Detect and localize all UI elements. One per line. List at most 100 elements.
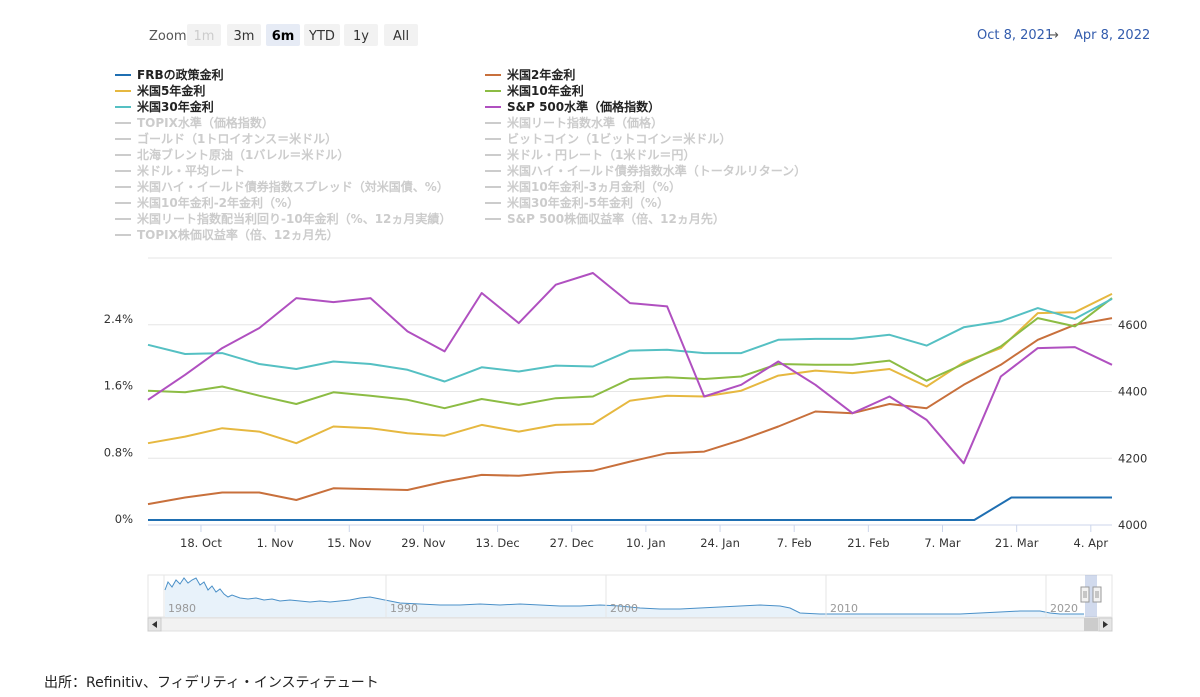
legend-label: 米国10年金利: [507, 83, 584, 98]
legend-label: 米国ハイ・イールド債券指数水準（トータルリターン）: [507, 163, 806, 178]
legend-label: 米国10年金利-2年金利（%）: [137, 195, 299, 210]
legend-item[interactable]: 米ドル・平均レート: [115, 163, 245, 178]
x-tick-label: 27. Dec: [550, 536, 594, 550]
navigator-selection[interactable]: [1085, 575, 1097, 617]
zoom-button-label: 1m: [194, 29, 215, 44]
legend-label: ゴールド（1トロイオンス＝米ドル）: [137, 131, 337, 146]
legend-item[interactable]: 米国リート指数配当利回り-10年金利（%、12ヵ月実績）: [115, 211, 451, 226]
x-tick-label: 21. Feb: [847, 536, 889, 550]
legend-item[interactable]: 米国10年金利: [485, 83, 584, 98]
zoom-button-bg: [266, 24, 300, 46]
navigator-year-label: 1990: [390, 602, 418, 615]
navigator-handle[interactable]: [1080, 586, 1090, 603]
handle-body: [1092, 586, 1102, 603]
x-tick-label: 21. Mar: [995, 536, 1039, 550]
legend-item[interactable]: S&P 500水準（価格指数）: [485, 99, 660, 114]
legend-label: 米国リート指数水準（価格）: [507, 115, 663, 130]
navigator-year-label: 2000: [610, 602, 638, 615]
scrollbar-track: [147, 617, 1113, 632]
series-line-1[interactable]: [147, 317, 1113, 506]
series-line-5[interactable]: [147, 272, 1113, 465]
zoom-button-label: 3m: [234, 29, 255, 44]
zoom-button-3m[interactable]: 3m: [227, 24, 261, 46]
navigator-year-label: 1980: [168, 602, 196, 615]
legend-item[interactable]: 米国30年金利: [115, 99, 214, 114]
chevron-left-icon: [152, 621, 157, 628]
zoom-button-label: 1y: [353, 29, 369, 44]
legend-item[interactable]: 米国ハイ・イールド債券指数スプレッド（対米国債、%）: [115, 179, 449, 194]
series-line-3[interactable]: [147, 297, 1113, 410]
zoom-button-bg: [344, 24, 378, 46]
legend-item[interactable]: 米国2年金利: [485, 67, 575, 82]
range-arrow: →: [1048, 28, 1059, 43]
legend-label: 米国リート指数配当利回り-10年金利（%、12ヵ月実績）: [137, 211, 451, 226]
legend-item[interactable]: ビットコイン（1ビットコイン＝米ドル）: [485, 131, 731, 146]
chevron-right-icon: [1103, 621, 1108, 628]
handle-body: [1080, 586, 1090, 603]
navigator-scrollbar[interactable]: [147, 617, 1113, 632]
legend-item[interactable]: S&P 500株価収益率（倍、12ヵ月先）: [485, 211, 725, 226]
legend-label: FRBの政策金利: [137, 67, 224, 82]
range-to[interactable]: Apr 8, 2022: [1074, 28, 1150, 43]
scroll-right-button[interactable]: [1098, 617, 1113, 632]
scroll-left-button[interactable]: [147, 617, 162, 632]
legend-label: 米ドル・円レート（1米ドル＝円）: [507, 147, 695, 162]
navigator[interactable]: 1980 1990 2000 2010 2020: [147, 574, 1113, 632]
date-range: Oct 8, 2021 → Apr 8, 2022: [977, 28, 1150, 43]
navigator-year-label: 2020: [1050, 602, 1078, 615]
legend-item[interactable]: 米国10年金利-2年金利（%）: [115, 195, 299, 210]
legend-label: TOPIX株価収益率（倍、12ヵ月先）: [137, 227, 339, 242]
legend-item[interactable]: TOPIX水準（価格指数）: [115, 115, 274, 130]
y-left-tick-label: 0%: [115, 512, 133, 526]
zoom-button-ytd[interactable]: YTD: [304, 24, 340, 46]
zoom-button-1y[interactable]: 1y: [344, 24, 378, 46]
legend-item[interactable]: 米国リート指数水準（価格）: [485, 115, 663, 130]
x-tick-label: 15. Nov: [327, 536, 372, 550]
legend-label: 米ドル・平均レート: [137, 163, 245, 178]
navigator-handle[interactable]: [1092, 586, 1102, 603]
scrollbar-thumb[interactable]: [1084, 618, 1098, 631]
zoom-selector: Zoom 1m 3m 6m YTD 1y All: [149, 24, 418, 46]
zoom-button-bg: [384, 24, 418, 46]
zoom-button-6m[interactable]: 6m: [266, 24, 300, 46]
y-left-tick-label: 1.6%: [104, 379, 133, 393]
x-tick-label: 18. Oct: [180, 536, 222, 550]
range-from[interactable]: Oct 8, 2021: [977, 28, 1053, 43]
legend-label: 北海ブレント原油（1バレル＝米ドル）: [137, 147, 349, 162]
source-note: 出所：Refinitiv、フィデリティ・インスティテュート: [44, 675, 379, 691]
zoom-label: Zoom: [149, 29, 186, 44]
navigator-area: [165, 578, 1084, 617]
legend-label: S&P 500水準（価格指数）: [507, 99, 660, 114]
x-tick-label: 4. Apr: [1074, 536, 1109, 550]
legend-label: 米国30年金利: [137, 99, 214, 114]
legend-item[interactable]: FRBの政策金利: [115, 67, 224, 82]
navigator-line: [164, 577, 1084, 615]
legend-item[interactable]: 米ドル・円レート（1米ドル＝円）: [485, 147, 695, 162]
x-tick-label: 7. Mar: [924, 536, 961, 550]
y-right-tick-label: 4200: [1118, 451, 1147, 465]
legend-item[interactable]: 北海ブレント原油（1バレル＝米ドル）: [115, 147, 349, 162]
legend-item[interactable]: 米国5年金利: [115, 83, 205, 98]
x-tick-label: 29. Nov: [401, 536, 446, 550]
legend-item[interactable]: TOPIX株価収益率（倍、12ヵ月先）: [115, 227, 339, 242]
series-line-0[interactable]: [148, 496, 1112, 521]
x-tick-label: 7. Feb: [777, 536, 812, 550]
navigator-year-label: 2010: [830, 602, 858, 615]
legend-item[interactable]: ゴールド（1トロイオンス＝米ドル）: [115, 131, 337, 146]
x-tick-label: 1. Nov: [257, 536, 294, 550]
legend-label: S&P 500株価収益率（倍、12ヵ月先）: [507, 211, 725, 226]
legend-item[interactable]: 米国10年金利-3ヵ月金利（%）: [485, 179, 681, 194]
zoom-button-all[interactable]: All: [384, 24, 418, 46]
legend-label: 米国2年金利: [507, 67, 575, 82]
legend-label: 米国30年金利-5年金利（%）: [507, 195, 669, 210]
zoom-button-1m: 1m: [187, 24, 221, 46]
legend-label: 米国ハイ・イールド債券指数スプレッド（対米国債、%）: [137, 179, 449, 194]
y-right-tick-label: 4600: [1118, 318, 1147, 332]
series-line-4[interactable]: [147, 298, 1113, 383]
legend-item[interactable]: 米国30年金利-5年金利（%）: [485, 195, 669, 210]
zoom-button-label: 6m: [272, 29, 295, 44]
legend-item[interactable]: 米国ハイ・イールド債券指数水準（トータルリターン）: [485, 163, 806, 178]
x-tick-label: 24. Jan: [700, 536, 740, 550]
